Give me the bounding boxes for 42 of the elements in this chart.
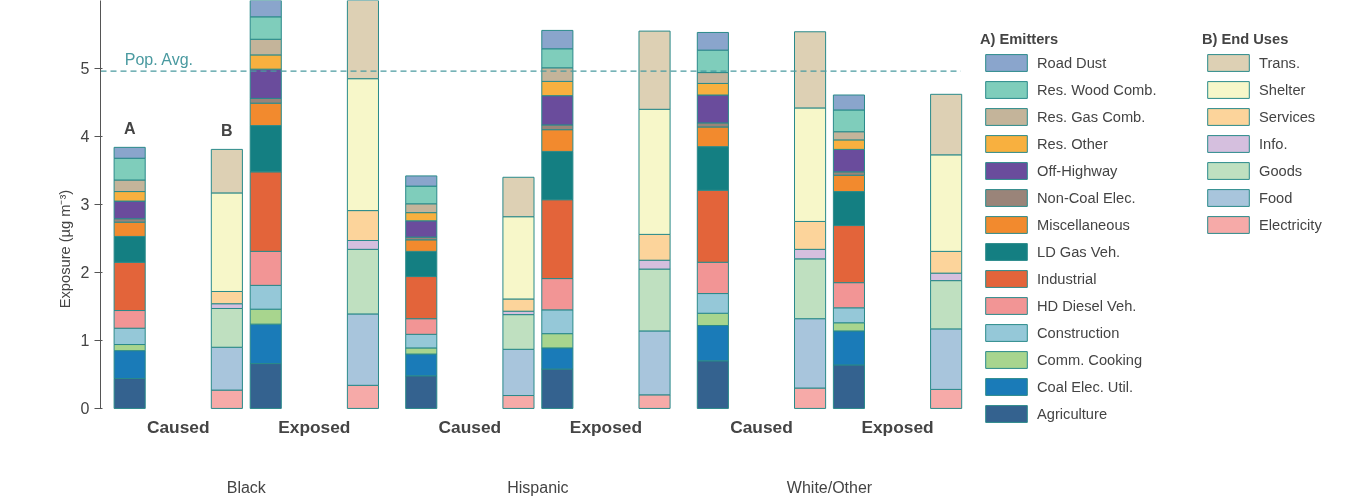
legend-label: Off-Highway bbox=[1037, 162, 1118, 179]
legend-label: Goods bbox=[1259, 162, 1303, 179]
y-tick-label: 5 bbox=[80, 60, 90, 78]
text: Hispanic bbox=[507, 479, 569, 497]
y-tick-label: 3 bbox=[80, 196, 90, 214]
legend-label: Info. bbox=[1259, 135, 1288, 152]
legend-label: LD Gas Veh. bbox=[1037, 243, 1121, 260]
legend-label: Coal Elec. Util. bbox=[1037, 378, 1134, 395]
legend-label: Trans. bbox=[1259, 54, 1300, 71]
legend-label: Res. Other bbox=[1037, 135, 1108, 152]
text: Caused bbox=[146, 416, 210, 437]
legend-label: Res. Gas Comb. bbox=[1037, 108, 1146, 125]
legend-label: Electricity bbox=[1259, 216, 1322, 233]
y-tick-label: 4 bbox=[80, 128, 90, 146]
text: Exposed bbox=[861, 416, 934, 437]
legend-label: Shelter bbox=[1259, 81, 1306, 98]
legend-label: Non-Coal Elec. bbox=[1037, 189, 1136, 206]
legend-label: Res. Wood Comb. bbox=[1037, 81, 1157, 98]
legend-label: Miscellaneous bbox=[1037, 216, 1130, 233]
legend-label: HD Diesel Veh. bbox=[1037, 297, 1137, 314]
y-axis-title: Exposure (µg m⁻³) bbox=[56, 189, 73, 309]
text: Caused bbox=[730, 416, 793, 437]
legend-label: Comm. Cooking bbox=[1037, 351, 1143, 368]
legend-label: Food bbox=[1259, 189, 1293, 206]
y-tick-label: 0 bbox=[80, 400, 90, 418]
legend-label: Agriculture bbox=[1037, 405, 1108, 422]
text: Black bbox=[226, 479, 267, 497]
text: Exposed bbox=[278, 416, 351, 437]
text: B) End Uses bbox=[1202, 31, 1289, 47]
text: Caused bbox=[438, 416, 502, 437]
legend-label: Services bbox=[1259, 108, 1316, 125]
legend-label: Industrial bbox=[1037, 270, 1097, 287]
ref-line-label: Pop. Avg. bbox=[124, 50, 193, 68]
text: Exposed bbox=[569, 416, 643, 437]
y-tick-label: 2 bbox=[80, 264, 90, 282]
text: White/Other bbox=[786, 479, 873, 497]
legend-label: Road Dust bbox=[1037, 54, 1107, 71]
annotation: A bbox=[123, 120, 136, 138]
annotation: B bbox=[221, 122, 233, 140]
text: A) Emitters bbox=[980, 31, 1059, 47]
legend-label: Construction bbox=[1037, 324, 1120, 341]
y-tick-label: 1 bbox=[80, 332, 90, 350]
